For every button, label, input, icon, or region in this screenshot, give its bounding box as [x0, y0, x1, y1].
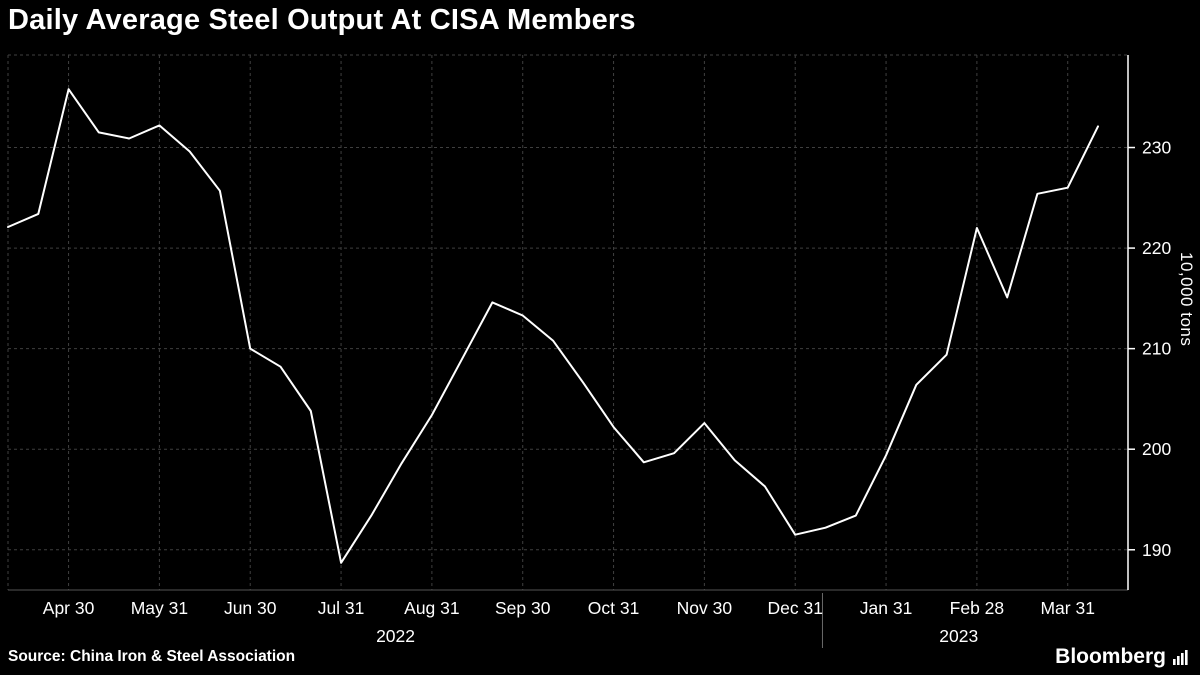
y-axis-unit-label: 10,000 tons	[1177, 252, 1196, 347]
x-tick-label: Mar 31	[1040, 598, 1094, 618]
bloomberg-bars-icon	[1173, 649, 1188, 665]
y-tick-label: 230	[1142, 138, 1171, 158]
steel-output-line	[7, 88, 1099, 564]
x-tick-label: Jun 30	[224, 598, 277, 618]
axes	[8, 55, 1135, 648]
chart-title: Daily Average Steel Output At CISA Membe…	[8, 4, 636, 36]
x-tick-label: Jan 31	[860, 598, 913, 618]
x-tick-label: May 31	[131, 598, 188, 618]
bloomberg-wordmark: Bloomberg	[1055, 645, 1166, 668]
x-tick-label: Sep 30	[495, 598, 551, 618]
source-label: Source: China Iron & Steel Association	[8, 648, 296, 665]
x-tick-label: Oct 31	[588, 598, 640, 618]
y-tick-label: 210	[1142, 339, 1171, 359]
gridlines	[7, 54, 1128, 590]
x-axis-labels: Apr 30 May 31 Jun 30 Jul 31 Aug 31 Sep 30 Oct …	[43, 598, 1095, 646]
x-tick-label: Jul 31	[318, 598, 365, 618]
year-label: 2022	[376, 626, 415, 646]
year-label: 2023	[939, 626, 978, 646]
bloomberg-logo: Bloomberg	[1055, 645, 1188, 669]
x-tick-label: Feb 28	[950, 598, 1004, 618]
y-tick-label: 200	[1142, 439, 1171, 459]
y-tick-label: 220	[1142, 238, 1171, 258]
y-tick-label: 190	[1142, 540, 1171, 560]
footer: Source: China Iron & Steel Association B…	[8, 643, 1188, 671]
y-axis-labels: 190 200 210 220 230	[1142, 138, 1171, 560]
x-tick-label: Nov 30	[677, 598, 733, 618]
x-tick-label: Aug 31	[404, 598, 459, 618]
x-tick-label: Apr 30	[43, 598, 95, 618]
x-tick-label: Dec 31	[767, 598, 822, 618]
